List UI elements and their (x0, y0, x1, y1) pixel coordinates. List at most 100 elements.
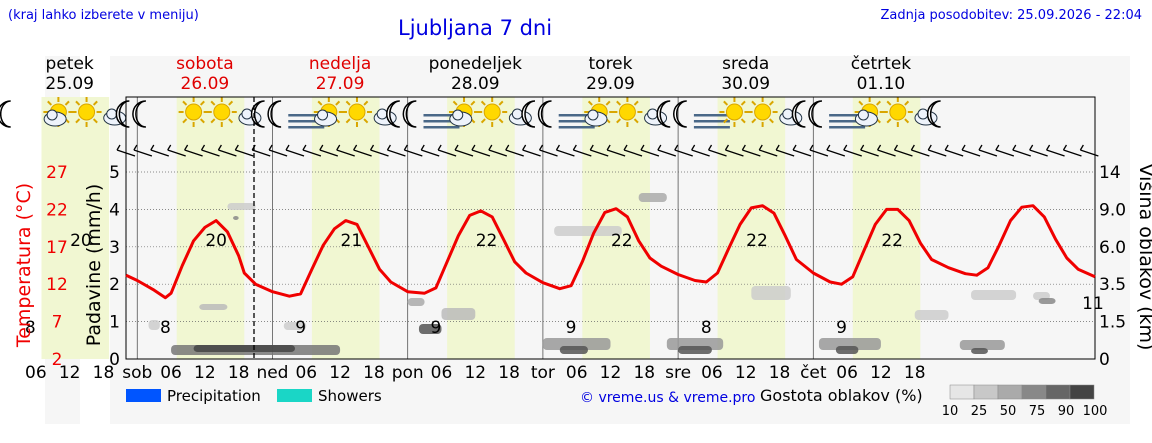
cloud-icon (854, 109, 878, 127)
moon-icon (132, 100, 146, 128)
moon-icon (267, 100, 282, 128)
temp-max-label: 22 (611, 231, 633, 251)
density-swatch (973, 384, 999, 400)
cloud-tick: 0 (1099, 350, 1110, 370)
wind-row (116, 144, 1099, 157)
sun-icon (206, 97, 237, 127)
density-value: 50 (1000, 404, 1017, 419)
hour-label: 12 (870, 363, 892, 383)
cloud-icon (449, 109, 473, 127)
wind-barb-icon (369, 144, 389, 157)
day-date: 26.09 (181, 74, 230, 94)
hour-label: 18 (363, 363, 385, 383)
cloud-tick: 14 (1099, 163, 1121, 183)
cloud-tick: 1.5 (1099, 313, 1126, 333)
temp-axis-label: Temperatura (°C) (13, 183, 35, 348)
showers-swatch (277, 389, 312, 402)
wind-barb-icon (234, 144, 254, 157)
wind-barb-icon (961, 144, 981, 157)
daylight-band (717, 97, 786, 359)
last-updated: Zadnja posodobitev: 25.09.2026 - 22:04 (880, 8, 1142, 23)
cloud-layer (227, 203, 256, 210)
region-hint: (kraj lahko izberete v meniju) (8, 8, 199, 23)
temp-max-label: 20 (70, 231, 92, 251)
daylight-band (311, 97, 380, 359)
wind-barb-icon (758, 144, 778, 157)
hour-label: 06 (160, 363, 182, 383)
wind-barb-icon (809, 144, 829, 157)
hour-label: 06 (836, 363, 858, 383)
day-short-label: tor (531, 363, 555, 383)
wind-barb-icon (522, 144, 541, 157)
precip-legend-label: Precipitation (167, 387, 261, 405)
daylight-band (41, 97, 110, 359)
cloud-tick: 3.5 (1099, 275, 1126, 295)
day-date: 01.10 (857, 74, 906, 94)
moon-icon (521, 100, 536, 128)
wind-barb-icon (302, 144, 322, 157)
day-date: 28.09 (451, 74, 500, 94)
hour-label: 18 (904, 363, 926, 383)
cloud-icon (584, 109, 608, 127)
cloud-layer (638, 193, 667, 202)
hour-label: 18 (633, 363, 655, 383)
wind-barb-icon (657, 144, 677, 157)
cloud-layer (835, 346, 859, 354)
day-short-label: ned (256, 363, 288, 383)
precip-tick: 3 (109, 238, 120, 258)
wind-barb-icon (843, 144, 862, 157)
temp-tick: 27 (46, 163, 68, 183)
daylight-band (176, 97, 245, 359)
cloud-icon (43, 109, 67, 127)
precip-tick: 1 (109, 313, 120, 333)
hour-label: 12 (464, 363, 486, 383)
precip-tick: 4 (109, 200, 120, 220)
day-short-label: sre (665, 363, 691, 383)
density-value: 90 (1058, 404, 1075, 419)
temp-tick: 2 (52, 350, 63, 370)
wind-barb-icon (1029, 144, 1048, 157)
hour-label: 06 (431, 363, 453, 383)
day-name: torek (589, 54, 633, 74)
cloud-layer (441, 308, 476, 320)
hour-label: 06 (295, 363, 317, 383)
day-short-label: pon (392, 363, 424, 383)
precip-swatch (126, 389, 161, 402)
cloud-tick: 9.0 (1099, 200, 1126, 220)
wind-barb-icon (741, 144, 761, 157)
temp-tick: 7 (52, 313, 63, 333)
cloud-layer (233, 216, 239, 220)
wind-barb-icon (471, 144, 491, 157)
wind-barb-icon (200, 144, 220, 157)
temp-max-label: 22 (881, 231, 903, 251)
wind-barb-icon (623, 144, 643, 157)
wind-barb-icon (572, 144, 592, 157)
credit-link[interactable]: © vreme.us & vreme.pro (580, 390, 755, 406)
wind-barb-icon (538, 144, 558, 157)
temp-min-label: 8 (25, 318, 36, 338)
wind-barb-icon (606, 144, 626, 157)
wind-barb-icon (640, 144, 660, 157)
temp-min-label: 8 (701, 318, 712, 338)
wind-barb-icon (454, 144, 474, 157)
fog-icon (423, 114, 460, 129)
temp-max-label: 22 (746, 231, 768, 251)
temp-tick: 17 (46, 238, 68, 258)
cloud-tick: 6.0 (1099, 238, 1126, 258)
hour-label: 18 (769, 363, 791, 383)
temp-tick: 22 (46, 200, 68, 220)
hour-label: 18 (93, 363, 115, 383)
day-short-label: čet (800, 363, 827, 383)
wind-barb-icon (589, 144, 609, 157)
density-swatch (1045, 384, 1071, 400)
day-date: 27.09 (316, 74, 365, 94)
wind-barb-icon (285, 144, 305, 157)
sun-icon (477, 97, 508, 127)
sun-icon (178, 97, 209, 127)
day-name: ponedeljek (429, 54, 523, 74)
cloud-layer (959, 340, 1005, 350)
cloud-layer (193, 345, 296, 352)
moon-icon (115, 100, 130, 128)
sun-icon (747, 97, 778, 127)
